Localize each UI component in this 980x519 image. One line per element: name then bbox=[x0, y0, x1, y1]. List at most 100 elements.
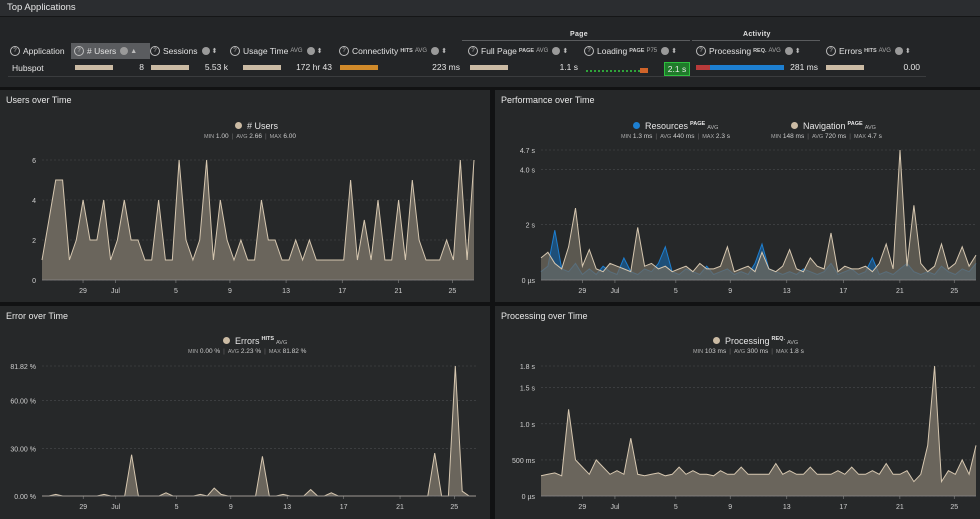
top-applications-table: Page Activity ? Application ? # Users ▲ ? Se… bbox=[0, 17, 980, 87]
x-tick-label: 21 bbox=[896, 288, 904, 295]
processing-bar bbox=[696, 65, 784, 70]
users-bar bbox=[75, 65, 113, 70]
col-errors[interactable]: ? Errors HITS AVG ⬍ bbox=[826, 43, 911, 59]
x-tick-label: 5 bbox=[674, 288, 678, 295]
x-tick-label: 5 bbox=[175, 504, 179, 511]
help-icon[interactable]: ? bbox=[74, 46, 84, 56]
filter-icon[interactable] bbox=[306, 47, 315, 55]
y-tick-label: 1.8 s bbox=[520, 364, 536, 371]
series-area bbox=[541, 150, 976, 280]
table-row[interactable]: Hubspot 8 5.53 k 172 hr 43 223 ms 1.1 s … bbox=[8, 61, 928, 76]
legend-processing[interactable]: Processing REQ.AVG bbox=[713, 336, 798, 346]
col-application[interactable]: ? Application bbox=[10, 43, 65, 59]
panel-separator bbox=[490, 87, 495, 519]
filter-icon[interactable] bbox=[431, 47, 440, 55]
x-tick-label: 25 bbox=[950, 504, 958, 511]
col-loading[interactable]: ? Loading PAGE P75 ⬍ bbox=[584, 43, 677, 59]
panel-title: Processing over Time bbox=[501, 311, 588, 321]
sort-asc-icon[interactable]: ▲ bbox=[130, 47, 138, 55]
y-tick-label: 30.00 % bbox=[10, 446, 36, 453]
cell-sessions: 5.53 k bbox=[204, 62, 228, 72]
x-tick-label: 17 bbox=[340, 504, 348, 511]
processing-chart[interactable]: 0 µs 500 ms 1.0 s 1.5 s 1.8 s 29 Jul 5 9 13 17 21 25 bbox=[495, 358, 980, 518]
legend-resources[interactable]: Resources PAGEAVG bbox=[633, 121, 718, 131]
x-tick-label: Jul bbox=[111, 288, 120, 295]
help-icon[interactable]: ? bbox=[339, 46, 349, 56]
x-tick-label: Jul bbox=[610, 288, 619, 295]
filter-icon[interactable] bbox=[784, 47, 793, 55]
col-full-page[interactable]: ? Full Page PAGE AVG ⬍ bbox=[468, 43, 568, 59]
errors-chart[interactable]: 0.00 % 30.00 % 60.00 % 81.82 % 29 Jul 5 9 13 17 21… bbox=[0, 358, 490, 518]
x-tick-label: Jul bbox=[610, 504, 619, 511]
col-connectivity[interactable]: ? Connectivity HITS AVG ⬍ bbox=[339, 43, 447, 59]
x-tick-label: 17 bbox=[839, 288, 847, 295]
y-tick-label: 2 s bbox=[526, 223, 536, 230]
x-tick-label: 5 bbox=[174, 288, 178, 295]
x-tick-label: 29 bbox=[578, 504, 586, 511]
sort-icon[interactable]: ⬍ bbox=[211, 48, 218, 55]
x-tick-label: 13 bbox=[783, 504, 791, 511]
help-icon[interactable]: ? bbox=[150, 46, 160, 56]
series-line bbox=[41, 159, 475, 262]
col-users[interactable]: ? # Users ▲ bbox=[71, 43, 150, 59]
group-page-divider bbox=[462, 40, 690, 41]
cell-processing: 281 ms bbox=[790, 62, 818, 72]
y-tick-label: 500 ms bbox=[512, 458, 535, 465]
sort-icon[interactable]: ⬍ bbox=[441, 48, 447, 55]
help-icon[interactable]: ? bbox=[468, 46, 478, 56]
full-page-bar bbox=[470, 65, 508, 70]
navigation-stats: Min 148 ms | Avg 720 ms | Max 4.7 s bbox=[771, 133, 882, 140]
errors-panel: Error over Time Errors HITSAVG Min 0.00 %… bbox=[0, 306, 490, 519]
x-tick-label: 17 bbox=[338, 288, 346, 295]
performance-chart[interactable]: 0 µs 2 s 4.0 s 4.7 s 29 Jul 5 9 13 17 21 25 bbox=[495, 142, 980, 302]
x-tick-label: 25 bbox=[450, 504, 458, 511]
x-tick-label: 5 bbox=[674, 504, 678, 511]
sort-icon[interactable]: ⬍ bbox=[316, 48, 323, 55]
help-icon[interactable]: ? bbox=[10, 46, 20, 56]
resources-stats: Min 1.3 ms | Avg 440 ms | Max 2.3 s bbox=[621, 133, 731, 140]
help-icon[interactable]: ? bbox=[584, 46, 594, 56]
help-icon[interactable]: ? bbox=[696, 46, 706, 56]
legend-navigation[interactable]: Navigation PAGEAVG bbox=[791, 121, 876, 131]
y-tick-label: 6 bbox=[32, 158, 36, 165]
x-tick-label: 9 bbox=[728, 288, 732, 295]
sort-icon[interactable]: ⬍ bbox=[904, 48, 911, 55]
legend-users[interactable]: # Users bbox=[235, 121, 278, 131]
series-line bbox=[42, 365, 476, 497]
filter-icon[interactable] bbox=[201, 47, 210, 55]
help-icon[interactable]: ? bbox=[826, 46, 836, 56]
x-tick-label: 17 bbox=[839, 504, 847, 511]
users-chart[interactable]: 0 2 4 6 29 Jul 5 9 13 17 21 25 bbox=[0, 142, 490, 302]
help-icon[interactable]: ? bbox=[230, 46, 240, 56]
legend-dot-icon bbox=[633, 122, 640, 129]
processing-panel: Processing over Time Processing REQ.AVG M… bbox=[495, 306, 980, 519]
filter-icon[interactable] bbox=[120, 47, 129, 55]
sort-icon[interactable]: ⬍ bbox=[562, 48, 569, 55]
sort-icon[interactable]: ⬍ bbox=[794, 48, 801, 55]
y-tick-label: 2 bbox=[32, 238, 36, 245]
y-tick-label: 0.00 % bbox=[14, 494, 36, 501]
y-tick-label: 4.0 s bbox=[520, 167, 536, 174]
col-sessions[interactable]: ? Sessions ⬍ bbox=[150, 43, 217, 59]
group-activity-label: Activity bbox=[743, 31, 771, 38]
legend-errors[interactable]: Errors HITSAVG bbox=[223, 336, 287, 346]
x-tick-label: 9 bbox=[229, 504, 233, 511]
x-tick-label: 25 bbox=[950, 288, 958, 295]
cell-usage-time: 172 hr 43 bbox=[296, 62, 332, 72]
group-activity-divider bbox=[692, 40, 820, 41]
filter-icon[interactable] bbox=[894, 47, 903, 55]
filter-icon[interactable] bbox=[552, 47, 561, 55]
loading-bar-warning bbox=[640, 68, 648, 73]
x-tick-label: 29 bbox=[79, 504, 87, 511]
y-tick-label: 4 bbox=[32, 198, 36, 205]
legend-dot-icon bbox=[235, 122, 242, 129]
legend-dot-icon bbox=[223, 337, 230, 344]
col-processing[interactable]: ? Processing REQ. AVG ⬍ bbox=[696, 43, 801, 59]
col-usage-time[interactable]: ? Usage Time AVG ⬍ bbox=[230, 43, 322, 59]
filter-icon[interactable] bbox=[661, 47, 670, 55]
x-tick-label: 9 bbox=[228, 288, 232, 295]
sort-icon[interactable]: ⬍ bbox=[671, 48, 678, 55]
y-tick-label: 4.7 s bbox=[520, 148, 536, 155]
panel-title: Error over Time bbox=[6, 311, 69, 321]
y-tick-label: 81.82 % bbox=[10, 364, 36, 371]
